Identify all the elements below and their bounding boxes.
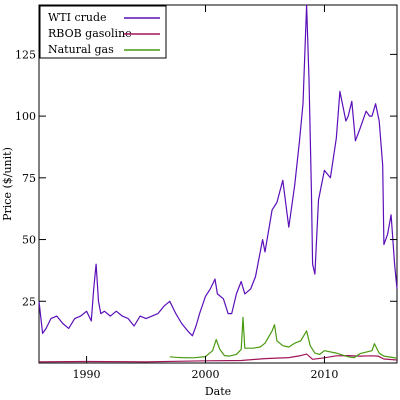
legend-label-rbob: RBOB gasoline [48,27,132,40]
legend-box [39,5,167,59]
y-tick-label: 50 [22,234,36,247]
axis-ticks: 1990 2000 2010 25 50 75 100 125 [15,5,397,381]
y-tick-label: 75 [22,172,36,185]
y-tick-label: 100 [15,110,36,123]
y-tick-label: 125 [15,48,36,61]
series-line-natural-gas [169,316,398,359]
x-tick-label: 2010 [310,368,338,381]
y-tick-label: 25 [22,295,36,308]
y-axis-label: Price ($/unit) [1,147,14,221]
plot-frame [38,4,398,364]
series-line-wti-crude [38,4,398,337]
legend-label-wti: WTI crude [48,11,107,24]
series-layer [38,4,398,363]
legend-label-natgas: Natural gas [48,43,114,56]
x-tick-label: 1990 [73,368,101,381]
legend: WTI crude RBOB gasoline Natural gas [39,5,167,59]
x-axis-label: Date [205,385,231,398]
x-tick-label: 2000 [192,368,220,381]
